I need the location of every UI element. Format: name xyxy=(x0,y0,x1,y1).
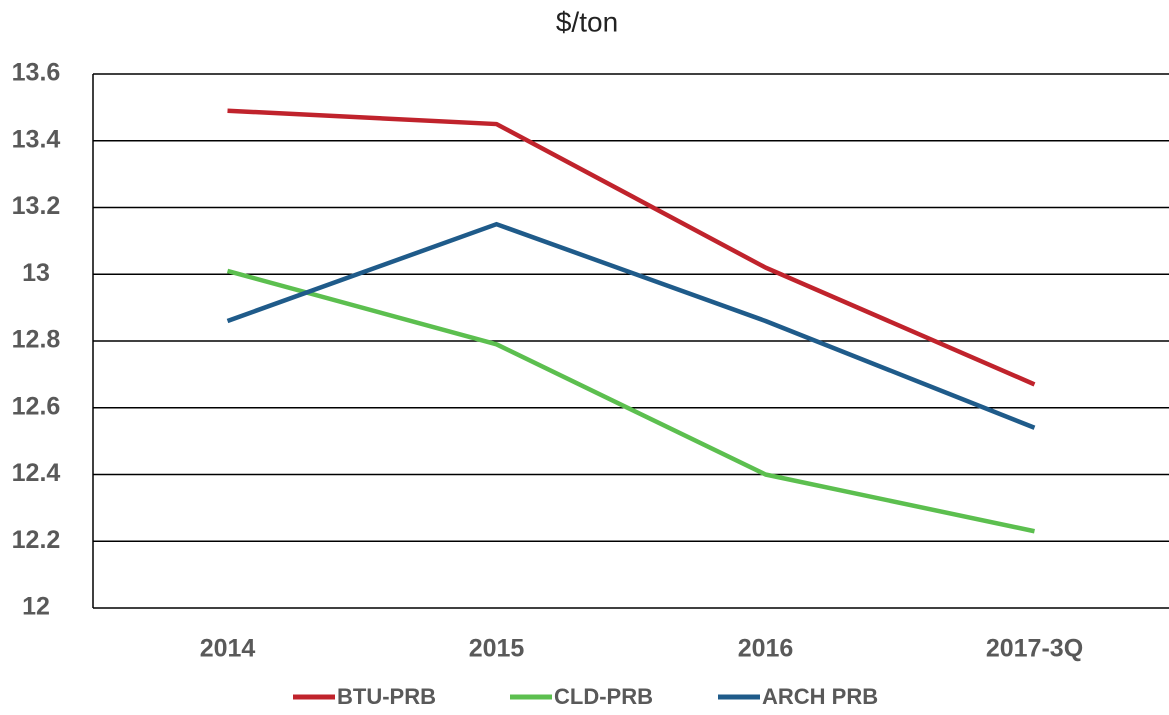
y-tick-label: 12.4 xyxy=(12,459,61,487)
series-line xyxy=(226,268,1035,534)
legend-label: ARCH PRB xyxy=(762,684,878,709)
x-tick-label: 2016 xyxy=(738,635,794,663)
y-tick-label: 12.8 xyxy=(12,326,61,354)
y-tick-label: 12.6 xyxy=(12,392,61,420)
y-tick-label: 12 xyxy=(22,593,50,621)
chart-title: $/ton xyxy=(556,6,618,37)
x-tick-label: 2015 xyxy=(469,635,525,663)
y-tick-label: 12.2 xyxy=(12,526,61,554)
y-tick-label: 13.4 xyxy=(12,125,61,153)
y-tick-label: 13 xyxy=(22,259,50,287)
y-tick-label: 13.6 xyxy=(12,59,61,87)
series-line xyxy=(227,108,1036,387)
series-line xyxy=(226,221,1036,430)
legend-label: BTU-PRB xyxy=(337,684,436,709)
legend-label: CLD-PRB xyxy=(554,684,653,709)
y-tick-label: 13.2 xyxy=(12,192,61,220)
x-tick-label: 2014 xyxy=(200,635,256,663)
x-tick-label: 2017-3Q xyxy=(986,635,1083,663)
